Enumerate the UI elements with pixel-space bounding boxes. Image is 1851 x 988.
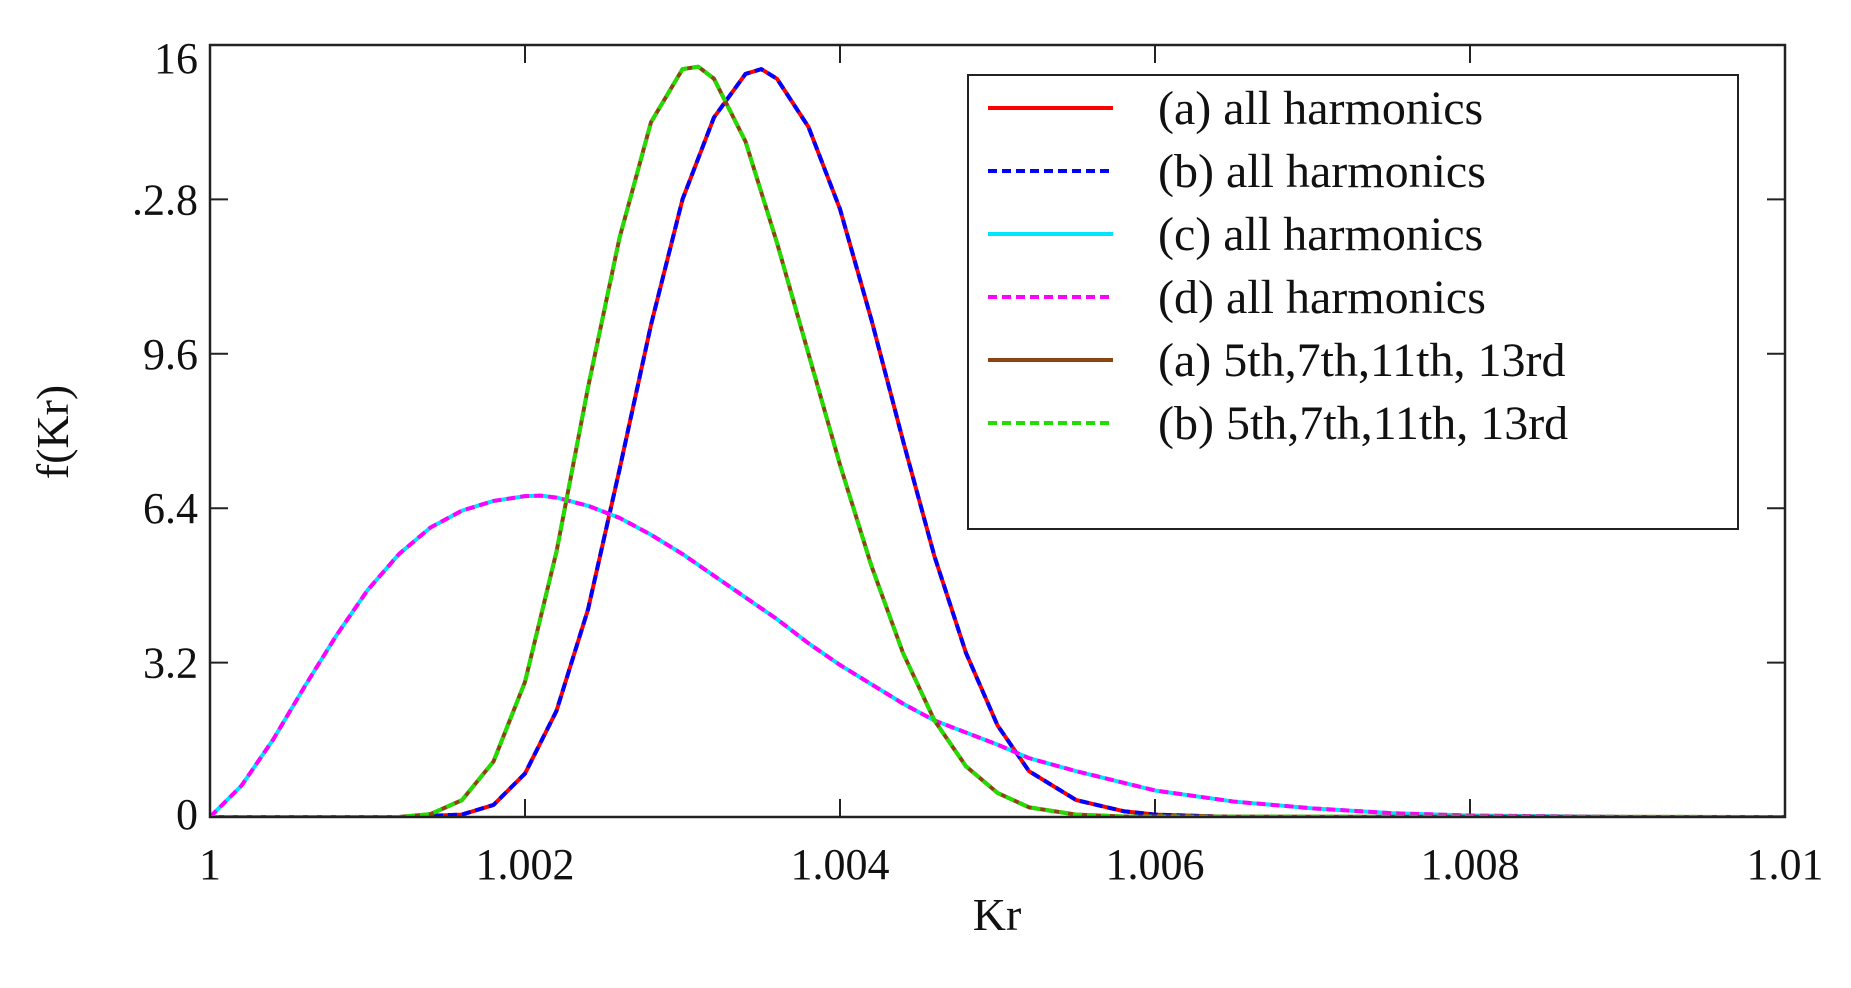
series-line-b-all-harmonics bbox=[210, 67, 1785, 817]
x-tick-label-5: 1.01 bbox=[1747, 840, 1824, 889]
legend-label-a-5th-7th-11th-13rd: (a) 5th,7th,11th, 13rd bbox=[1158, 334, 1565, 387]
legend-label-b-5th-7th-11th-13rd: (b) 5th,7th,11th, 13rd bbox=[1158, 397, 1568, 450]
legend-box bbox=[967, 74, 1739, 530]
y-tick-label-2: 6.4 bbox=[143, 484, 198, 533]
x-axis-label: Kr bbox=[973, 889, 1022, 940]
y-tick-label-5: 16 bbox=[154, 34, 198, 83]
x-tick-label-3: 1.006 bbox=[1106, 840, 1205, 889]
legend-label-b-all-harmonics: (b) all harmonics bbox=[1158, 145, 1486, 198]
x-tick-label-4: 1.008 bbox=[1421, 840, 1520, 889]
tick-labels-layer: 1 1.002 1.004 1.006 1.008 1.01 0 3.2 6.4 9.6 .2.8 1… bbox=[132, 34, 1824, 889]
y-tick-label-0: 0 bbox=[176, 790, 198, 839]
legend-label-d-all-harmonics: (d) all harmonics bbox=[1158, 271, 1486, 324]
y-axis-label: f(Kr) bbox=[27, 385, 78, 480]
series-line-d-all-harmonics bbox=[210, 493, 1785, 817]
legend-label-c-all-harmonics: (c) all harmonics bbox=[1158, 208, 1483, 261]
series-layer bbox=[210, 64, 1785, 817]
plot-frame bbox=[208, 43, 1787, 819]
series-line-b-5th-7th-11th-13rd bbox=[210, 64, 1785, 817]
x-tick-label-2: 1.004 bbox=[791, 840, 890, 889]
y-tick-label-4: .2.8 bbox=[132, 175, 198, 224]
y-tick-label-1: 3.2 bbox=[143, 639, 198, 688]
legend-entries: (a) all harmonics (b) all harmonics (c) al… bbox=[988, 82, 1568, 450]
x-tick-label-0: 1 bbox=[199, 840, 221, 889]
legend: (a) all harmonics (b) all harmonics (c) al… bbox=[967, 74, 1739, 530]
x-tick-label-1: 1.002 bbox=[476, 840, 575, 889]
y-tick-label-3: 9.6 bbox=[143, 330, 198, 379]
legend-label-a-all-harmonics: (a) all harmonics bbox=[1158, 82, 1483, 135]
